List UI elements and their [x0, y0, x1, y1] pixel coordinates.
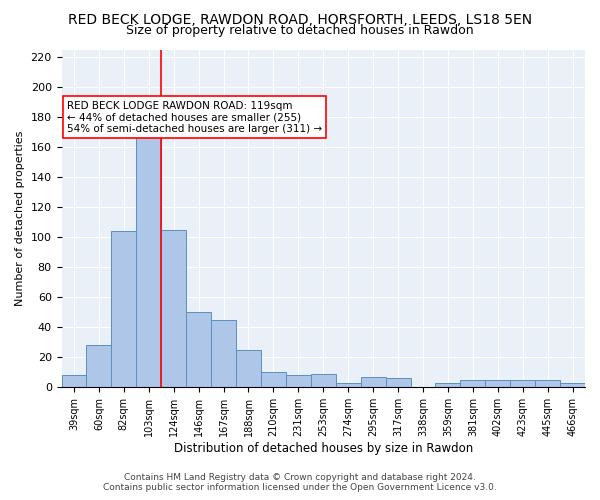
Bar	[485, 380, 510, 388]
X-axis label: Distribution of detached houses by size in Rawdon: Distribution of detached houses by size …	[173, 442, 473, 455]
Bar	[560, 383, 585, 388]
Text: Size of property relative to detached houses in Rawdon: Size of property relative to detached ho…	[126, 24, 474, 37]
Bar	[436, 383, 460, 388]
Text: Contains HM Land Registry data © Crown copyright and database right 2024.
Contai: Contains HM Land Registry data © Crown c…	[103, 473, 497, 492]
Bar	[286, 376, 311, 388]
Bar	[186, 312, 211, 388]
Bar	[112, 232, 136, 388]
Bar	[86, 346, 112, 388]
Bar	[361, 377, 386, 388]
Bar	[236, 350, 261, 388]
Bar	[336, 383, 361, 388]
Bar	[261, 372, 286, 388]
Bar	[211, 320, 236, 388]
Bar	[136, 131, 161, 388]
Bar	[535, 380, 560, 388]
Bar	[460, 380, 485, 388]
Bar	[62, 376, 86, 388]
Y-axis label: Number of detached properties: Number of detached properties	[15, 131, 25, 306]
Bar	[161, 230, 186, 388]
Text: RED BECK LODGE RAWDON ROAD: 119sqm
← 44% of detached houses are smaller (255)
54: RED BECK LODGE RAWDON ROAD: 119sqm ← 44%…	[67, 100, 322, 134]
Text: RED BECK LODGE, RAWDON ROAD, HORSFORTH, LEEDS, LS18 5EN: RED BECK LODGE, RAWDON ROAD, HORSFORTH, …	[68, 12, 532, 26]
Bar	[510, 380, 535, 388]
Bar	[311, 374, 336, 388]
Bar	[386, 378, 410, 388]
